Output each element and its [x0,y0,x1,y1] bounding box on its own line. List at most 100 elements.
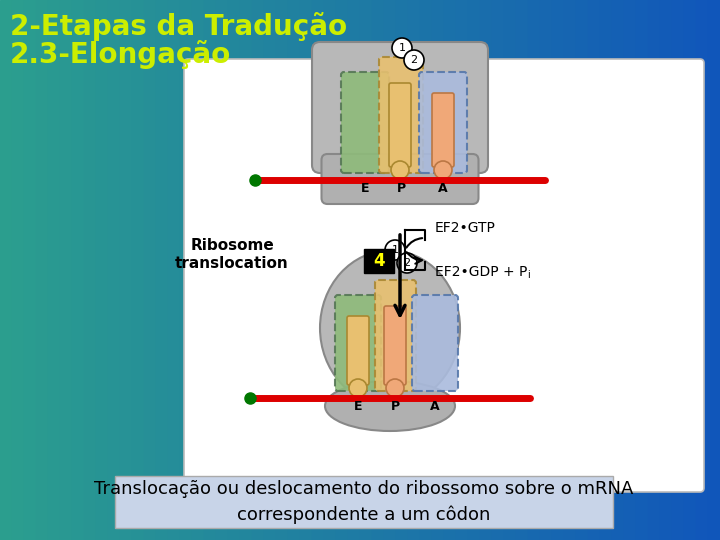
Bar [576,0,589,540]
Bar [216,0,229,540]
Bar [156,0,169,540]
Bar [708,0,720,540]
FancyBboxPatch shape [347,316,369,385]
Text: EF2•GTP: EF2•GTP [435,221,496,235]
Text: P: P [397,181,405,194]
Ellipse shape [325,381,455,431]
Bar [528,0,541,540]
Bar [252,0,265,540]
FancyBboxPatch shape [312,42,488,173]
Bar [312,0,325,540]
Ellipse shape [349,379,367,397]
Bar [0,0,13,540]
Bar [372,0,385,540]
Bar [516,0,529,540]
Text: 2: 2 [410,55,418,65]
Bar [72,0,85,540]
Bar [408,0,421,540]
Text: A: A [438,181,448,194]
Bar [612,0,625,540]
Bar [444,0,457,540]
Text: 2: 2 [403,258,410,268]
Bar [180,0,193,540]
FancyBboxPatch shape [379,57,423,173]
Circle shape [397,253,417,273]
Bar [552,0,565,540]
Bar [288,0,301,540]
Bar [324,0,337,540]
Bar [696,0,709,540]
Bar [660,0,673,540]
Ellipse shape [434,161,452,179]
Text: 4: 4 [373,252,384,270]
Text: i: i [527,270,530,280]
Text: A: A [430,400,440,413]
Bar [12,0,25,540]
Bar [588,0,601,540]
FancyBboxPatch shape [375,280,416,391]
Circle shape [392,38,412,58]
Bar [648,0,661,540]
Bar [96,0,109,540]
Bar [108,0,121,540]
Text: 2-Etapas da Tradução: 2-Etapas da Tradução [10,12,347,41]
Bar [204,0,217,540]
FancyBboxPatch shape [419,72,467,173]
Bar [144,0,157,540]
FancyBboxPatch shape [389,83,411,167]
Circle shape [385,240,405,260]
Text: Translocação ou deslocamento do ribossomo sobre o mRNA
correspondente a um côdon: Translocação ou deslocamento do ribossom… [94,480,634,524]
Bar [504,0,517,540]
Bar [192,0,205,540]
Bar [360,0,373,540]
Text: EF2•GDP + P: EF2•GDP + P [435,265,527,279]
FancyBboxPatch shape [341,72,389,173]
Bar [132,0,145,540]
Ellipse shape [391,161,409,179]
Bar [396,0,409,540]
Bar [120,0,133,540]
Bar [432,0,445,540]
Bar [264,0,277,540]
FancyBboxPatch shape [184,59,704,492]
Text: E: E [354,400,362,413]
Ellipse shape [320,251,460,406]
Bar [276,0,289,540]
Bar [684,0,697,540]
FancyBboxPatch shape [335,295,381,391]
Bar [168,0,181,540]
Bar [60,0,73,540]
Text: 1: 1 [392,245,398,255]
Text: P: P [391,400,400,413]
FancyBboxPatch shape [432,93,454,167]
Bar [672,0,685,540]
Bar [24,0,37,540]
Bar [228,0,241,540]
Bar [540,0,553,540]
Bar [240,0,253,540]
Circle shape [404,50,424,70]
Ellipse shape [386,379,404,397]
Bar [384,0,397,540]
Bar [624,0,637,540]
Bar [564,0,577,540]
Bar [600,0,613,540]
Bar [48,0,61,540]
Text: Ribosome: Ribosome [190,238,274,253]
Bar [492,0,505,540]
Text: 2.3-Elongação: 2.3-Elongação [10,40,231,69]
FancyBboxPatch shape [322,154,479,204]
FancyBboxPatch shape [364,249,394,273]
Bar [115,476,613,528]
Bar [480,0,493,540]
Bar [300,0,313,540]
Bar [348,0,361,540]
Bar [36,0,49,540]
Text: 1: 1 [398,43,405,53]
FancyBboxPatch shape [412,295,458,391]
Bar [84,0,97,540]
FancyBboxPatch shape [384,306,406,385]
Bar [636,0,649,540]
Text: E: E [361,181,369,194]
Bar [336,0,349,540]
